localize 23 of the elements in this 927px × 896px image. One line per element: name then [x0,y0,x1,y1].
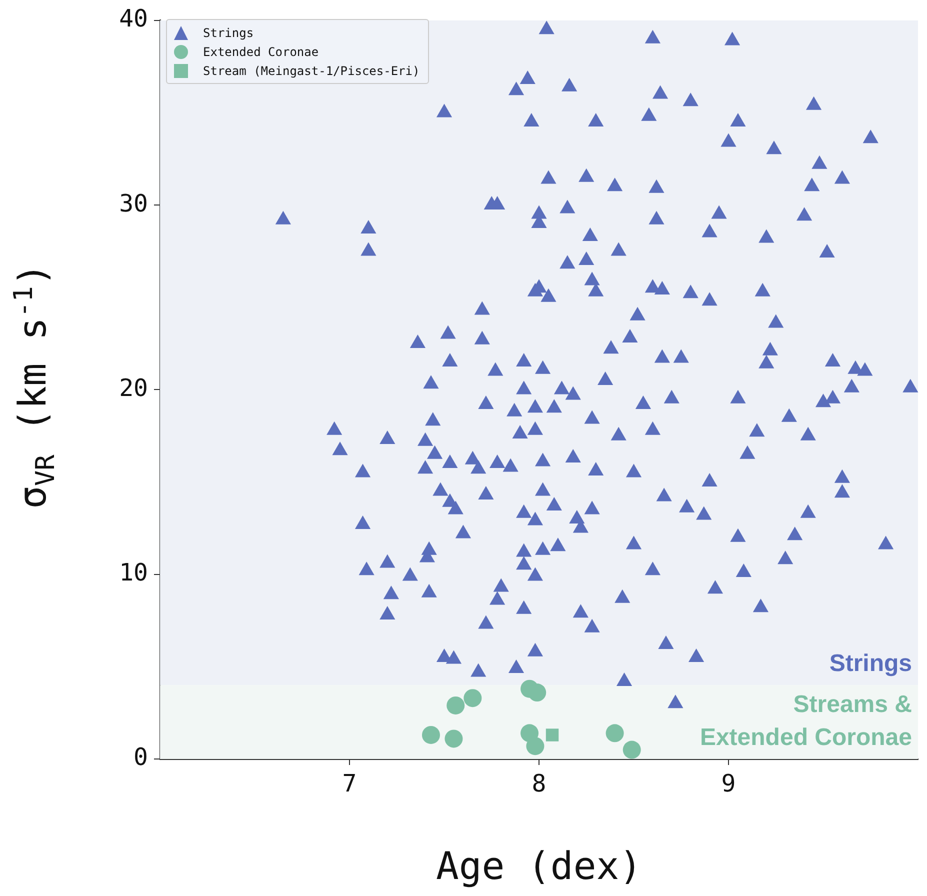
y-tick-label: 40 [119,4,148,33]
x-axis-title: Age (dex) [436,844,642,888]
point [526,737,544,756]
point [422,726,440,744]
point [446,696,465,714]
x-tick-label: 8 [532,770,546,798]
band-label: Streams & Extended Coronae [700,691,912,751]
y-tick-label: 0 [134,743,148,772]
point [546,728,559,742]
y-tick-label: 10 [119,558,148,587]
point [528,684,546,702]
point [606,724,624,742]
x-tick-label: 7 [342,770,357,798]
legend-label: Stream (Meingast-1/Pisces-Eri) [203,64,420,78]
point [444,730,463,748]
x-tick-label: 9 [721,770,736,798]
y-tick-label: 30 [119,189,148,218]
legend-label: Extended Coronae [203,44,319,58]
y-tick-label: 20 [119,374,148,402]
legend-label: Strings [203,26,254,40]
point [622,740,641,759]
point [464,689,482,708]
band-label: Strings [829,650,912,678]
